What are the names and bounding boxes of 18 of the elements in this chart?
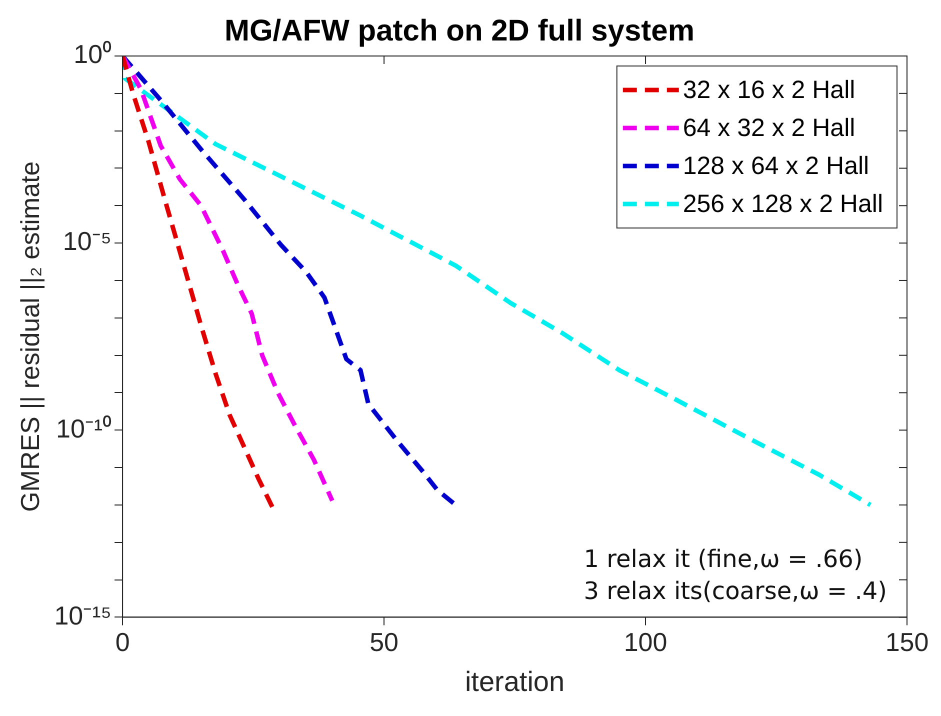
chart-title: MG/AFW patch on 2D full system bbox=[224, 14, 695, 48]
x-tick-label: 150 bbox=[885, 626, 929, 657]
x-tick-label: 0 bbox=[115, 626, 130, 657]
annotation: 1 relax it (fine,ω = .66) bbox=[584, 545, 863, 574]
x-tick-label: 50 bbox=[370, 626, 398, 657]
annotation: 3 relax its(coarse,ω = .4) bbox=[584, 577, 887, 606]
y-tick-label: 10⁻⁵ bbox=[62, 226, 112, 256]
legend-label: 256 x 128 x 2 Hall bbox=[682, 190, 884, 218]
y-tick-label: 10⁻¹⁰ bbox=[56, 413, 112, 444]
legend-label: 32 x 16 x 2 Hall bbox=[682, 76, 856, 104]
x-axis-title: iteration bbox=[464, 666, 565, 697]
y-tick-label: 10⁻¹⁵ bbox=[54, 600, 112, 630]
x-tick-label: 100 bbox=[624, 626, 668, 657]
legend-label: 64 x 32 x 2 Hall bbox=[682, 114, 856, 142]
line-series bbox=[122, 56, 335, 503]
legend-label: 128 x 64 x 2 Hall bbox=[682, 152, 870, 180]
y-axis-title: GMRES || residual ||₂ estimate bbox=[14, 161, 45, 512]
y-tick-label: 10⁰ bbox=[74, 39, 112, 70]
